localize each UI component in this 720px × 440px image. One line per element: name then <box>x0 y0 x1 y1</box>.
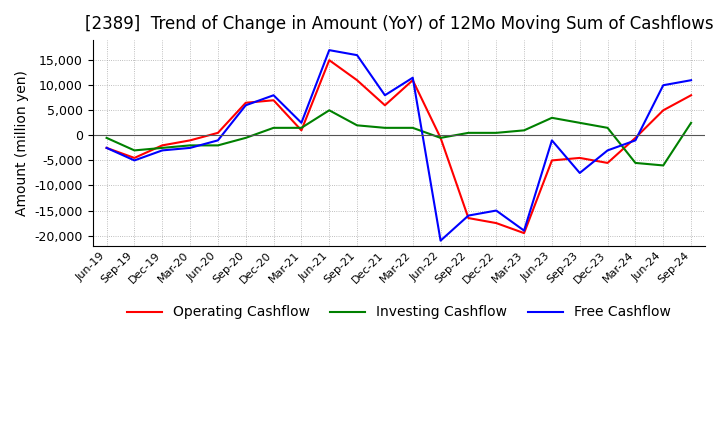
Operating Cashflow <box>687 92 696 98</box>
Free Cashflow <box>548 138 557 143</box>
Operating Cashflow <box>130 155 139 161</box>
Investing Cashflow <box>214 143 222 148</box>
Investing Cashflow <box>381 125 390 131</box>
Investing Cashflow <box>575 120 584 125</box>
Investing Cashflow <box>353 123 361 128</box>
Operating Cashflow <box>436 135 445 140</box>
Investing Cashflow <box>102 135 111 140</box>
Operating Cashflow <box>297 128 306 133</box>
Operating Cashflow <box>214 130 222 136</box>
Operating Cashflow <box>520 231 528 236</box>
Operating Cashflow <box>548 158 557 163</box>
Investing Cashflow <box>548 115 557 121</box>
Free Cashflow <box>130 158 139 163</box>
Operating Cashflow <box>102 145 111 150</box>
Free Cashflow <box>687 77 696 83</box>
Operating Cashflow <box>186 138 194 143</box>
Free Cashflow <box>186 145 194 150</box>
Title: [2389]  Trend of Change in Amount (YoY) of 12Mo Moving Sum of Cashflows: [2389] Trend of Change in Amount (YoY) o… <box>84 15 713 33</box>
Operating Cashflow <box>353 77 361 83</box>
Investing Cashflow <box>603 125 612 131</box>
Investing Cashflow <box>130 148 139 153</box>
Line: Investing Cashflow: Investing Cashflow <box>107 110 691 165</box>
Free Cashflow <box>241 103 250 108</box>
Free Cashflow <box>659 83 667 88</box>
Operating Cashflow <box>659 108 667 113</box>
Investing Cashflow <box>659 163 667 168</box>
Free Cashflow <box>269 92 278 98</box>
Operating Cashflow <box>408 77 417 83</box>
Free Cashflow <box>603 148 612 153</box>
Operating Cashflow <box>325 58 333 63</box>
Free Cashflow <box>492 208 500 213</box>
Free Cashflow <box>214 138 222 143</box>
Free Cashflow <box>353 52 361 58</box>
Investing Cashflow <box>687 120 696 125</box>
Free Cashflow <box>520 228 528 233</box>
Operating Cashflow <box>464 216 473 221</box>
Investing Cashflow <box>436 135 445 140</box>
Free Cashflow <box>575 170 584 176</box>
Free Cashflow <box>325 48 333 53</box>
Investing Cashflow <box>186 143 194 148</box>
Operating Cashflow <box>492 220 500 226</box>
Free Cashflow <box>631 138 640 143</box>
Y-axis label: Amount (million yen): Amount (million yen) <box>15 70 29 216</box>
Line: Free Cashflow: Free Cashflow <box>107 50 691 241</box>
Investing Cashflow <box>464 130 473 136</box>
Operating Cashflow <box>603 160 612 165</box>
Operating Cashflow <box>269 98 278 103</box>
Investing Cashflow <box>492 130 500 136</box>
Investing Cashflow <box>297 125 306 131</box>
Free Cashflow <box>464 213 473 218</box>
Investing Cashflow <box>325 108 333 113</box>
Investing Cashflow <box>241 135 250 140</box>
Operating Cashflow <box>575 155 584 161</box>
Investing Cashflow <box>158 145 166 150</box>
Legend: Operating Cashflow, Investing Cashflow, Free Cashflow: Operating Cashflow, Investing Cashflow, … <box>121 300 676 325</box>
Free Cashflow <box>436 238 445 243</box>
Operating Cashflow <box>631 135 640 140</box>
Investing Cashflow <box>520 128 528 133</box>
Line: Operating Cashflow: Operating Cashflow <box>107 60 691 233</box>
Free Cashflow <box>158 148 166 153</box>
Free Cashflow <box>102 145 111 150</box>
Free Cashflow <box>297 120 306 125</box>
Investing Cashflow <box>269 125 278 131</box>
Investing Cashflow <box>631 160 640 165</box>
Free Cashflow <box>381 92 390 98</box>
Operating Cashflow <box>381 103 390 108</box>
Operating Cashflow <box>241 100 250 106</box>
Investing Cashflow <box>408 125 417 131</box>
Operating Cashflow <box>158 143 166 148</box>
Free Cashflow <box>408 75 417 81</box>
